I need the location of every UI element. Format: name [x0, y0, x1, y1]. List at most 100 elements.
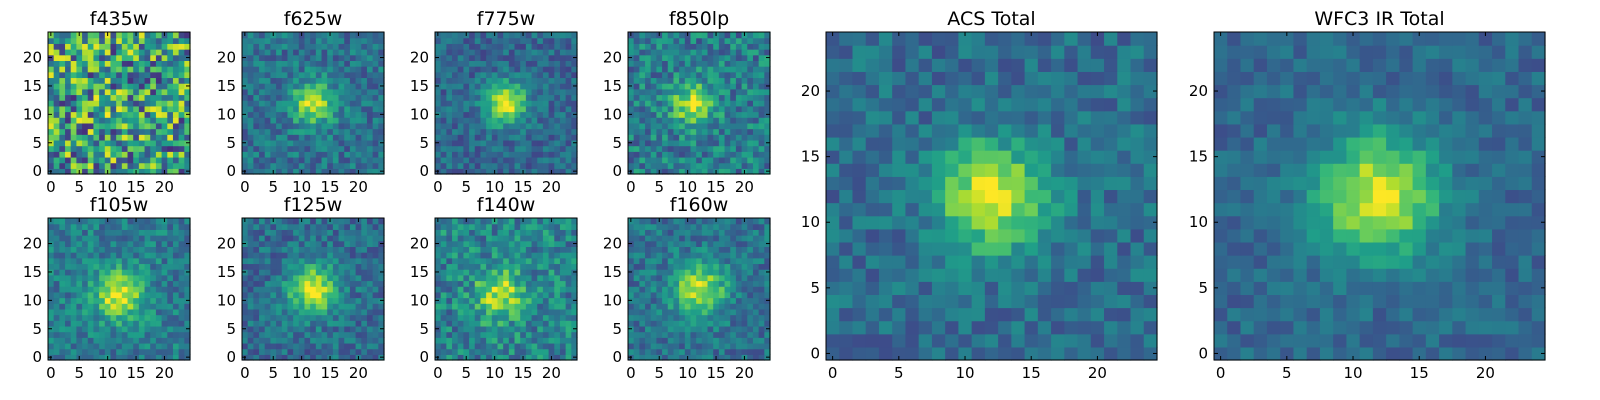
heatmap-cell — [293, 100, 300, 107]
heatmap-cell — [469, 94, 476, 101]
heatmap-cell — [167, 32, 174, 39]
heatmap-cell — [633, 274, 640, 282]
heatmap-cell — [491, 325, 499, 333]
heatmap-cell — [99, 139, 106, 147]
heatmap-cell — [735, 303, 743, 310]
heatmap-cell — [764, 337, 771, 344]
heatmap-cell — [735, 100, 743, 107]
heatmap-cell — [508, 162, 516, 169]
heatmap-cell — [116, 325, 123, 333]
heatmap-cell — [65, 128, 72, 135]
heatmap-cell — [559, 60, 567, 67]
heatmap-cell — [559, 83, 567, 90]
heatmap-cell — [87, 337, 95, 344]
heatmap-cell — [116, 229, 123, 236]
heatmap-cell — [127, 218, 134, 225]
heatmap-cell — [298, 280, 306, 287]
heatmap-cell — [645, 291, 652, 299]
heatmap-cell — [571, 235, 578, 242]
heatmap-cell — [121, 37, 129, 44]
heatmap-cell — [542, 100, 550, 107]
heatmap-cell — [338, 77, 345, 84]
heatmap-cell — [480, 37, 487, 44]
heatmap-cell — [304, 122, 311, 130]
heatmap-cell — [503, 229, 510, 236]
heatmap-cell — [542, 139, 550, 147]
heatmap-cell — [542, 77, 550, 84]
heatmap-cell — [59, 100, 66, 107]
heatmap-cell — [486, 139, 493, 147]
heatmap-cell — [701, 274, 709, 282]
heatmap-cell — [315, 111, 323, 118]
heatmap-cell — [503, 122, 510, 130]
heatmap-cell — [690, 43, 697, 50]
heatmap-cell — [242, 252, 249, 259]
heatmap-cell — [679, 37, 686, 44]
heatmap-cell — [724, 342, 731, 350]
heatmap-cell — [76, 77, 83, 84]
heatmap-cell — [469, 37, 476, 44]
heatmap-cell — [361, 246, 368, 253]
heatmap-cell — [724, 331, 731, 338]
heatmap-cell — [679, 325, 686, 333]
heatmap-cell — [344, 88, 351, 96]
heatmap-cell — [281, 60, 289, 67]
heatmap-cell — [327, 60, 334, 67]
heatmap-cell — [82, 337, 89, 344]
heatmap-cell — [503, 337, 510, 344]
heatmap-cell — [559, 117, 567, 124]
heatmap-cell — [503, 156, 510, 164]
heatmap-cell — [127, 49, 134, 56]
heatmap-cell — [542, 354, 550, 361]
heatmap-cell — [172, 134, 180, 141]
heatmap-cell — [287, 325, 294, 333]
heatmap-cell — [93, 117, 100, 124]
heatmap-cell — [121, 60, 129, 67]
heatmap-cell — [53, 156, 60, 164]
heatmap-cell — [53, 246, 60, 253]
heatmap-cell — [463, 111, 470, 118]
heatmap-cell — [639, 117, 646, 124]
heatmap-cell — [372, 218, 379, 225]
heatmap-cell — [155, 122, 163, 130]
heatmap-cell — [463, 303, 470, 310]
heatmap-cell — [321, 325, 328, 333]
heatmap-cell — [690, 354, 697, 361]
heatmap-cell — [378, 314, 385, 321]
heatmap-cell — [298, 117, 306, 124]
heatmap-cell — [758, 60, 765, 67]
heatmap-cell — [520, 139, 527, 147]
heatmap-cell — [242, 134, 249, 141]
heatmap-cell — [178, 83, 185, 90]
heatmap-cell — [59, 54, 66, 61]
heatmap-cell — [707, 43, 714, 50]
heatmap-cell — [104, 156, 112, 164]
heatmap-cell — [758, 162, 765, 169]
heatmap-cell — [503, 43, 510, 50]
heatmap-cell — [121, 291, 129, 299]
heatmap-cell — [155, 348, 163, 355]
heatmap-cell — [99, 269, 106, 276]
heatmap-cell — [701, 337, 709, 344]
heatmap-cell — [349, 337, 357, 344]
heatmap-cell — [724, 43, 731, 50]
heatmap-cell — [548, 105, 555, 113]
heatmap-cell — [735, 77, 743, 84]
heatmap-cell — [315, 218, 323, 225]
heatmap-cell — [378, 320, 385, 327]
heatmap-cell — [82, 291, 89, 299]
heatmap-cell — [259, 168, 266, 175]
heatmap-cell — [679, 54, 686, 61]
heatmap-cell — [82, 83, 89, 90]
heatmap-cell — [469, 32, 476, 39]
heatmap-cell — [554, 269, 561, 276]
heatmap-cell — [633, 105, 640, 113]
heatmap-cell — [480, 162, 487, 169]
heatmap-cell — [633, 325, 640, 333]
heatmap-cell — [270, 235, 277, 242]
heatmap-cell — [667, 49, 675, 56]
heatmap-cell — [59, 151, 66, 158]
heatmap-cell — [99, 320, 106, 327]
heatmap-cell — [457, 66, 464, 73]
heatmap-cell — [542, 291, 550, 299]
